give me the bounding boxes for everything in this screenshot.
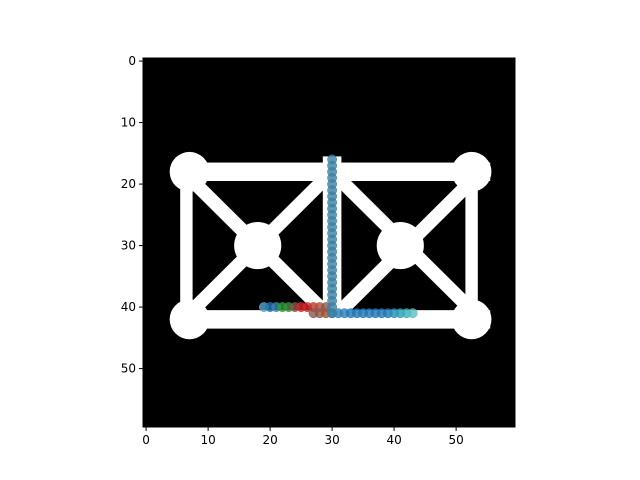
y-axis: 0 10 20 30 40 50: [121, 54, 143, 376]
x-tick-label: 10: [200, 433, 215, 447]
x-tick-label: 40: [386, 433, 401, 447]
axes-frame: [142, 57, 516, 428]
marker-point: [407, 308, 418, 319]
x-axis: 0 10 20 30 40 50: [142, 427, 464, 447]
y-tick-label: 0: [128, 54, 136, 68]
x-tick-label: 50: [448, 433, 463, 447]
x-tick-label: 0: [142, 433, 150, 447]
y-tick-label: 30: [121, 239, 136, 253]
joint-bottom-right: [451, 299, 492, 340]
x-tick-label: 30: [324, 433, 339, 447]
joint-center-right: [376, 222, 424, 270]
marker-point: [327, 308, 338, 319]
right-post: [465, 168, 478, 323]
joint-top-right: [451, 151, 492, 192]
x-tick-label: 20: [262, 433, 277, 447]
y-tick-label: 10: [121, 116, 136, 130]
joint-top-left: [169, 151, 210, 192]
y-tick-label: 50: [121, 362, 136, 376]
joint-center-left: [234, 222, 282, 270]
joint-bottom-left: [169, 299, 210, 340]
left-post: [180, 168, 193, 323]
marker-layer: [259, 154, 418, 319]
y-tick-label: 40: [121, 300, 136, 314]
y-tick-label: 20: [121, 177, 136, 191]
